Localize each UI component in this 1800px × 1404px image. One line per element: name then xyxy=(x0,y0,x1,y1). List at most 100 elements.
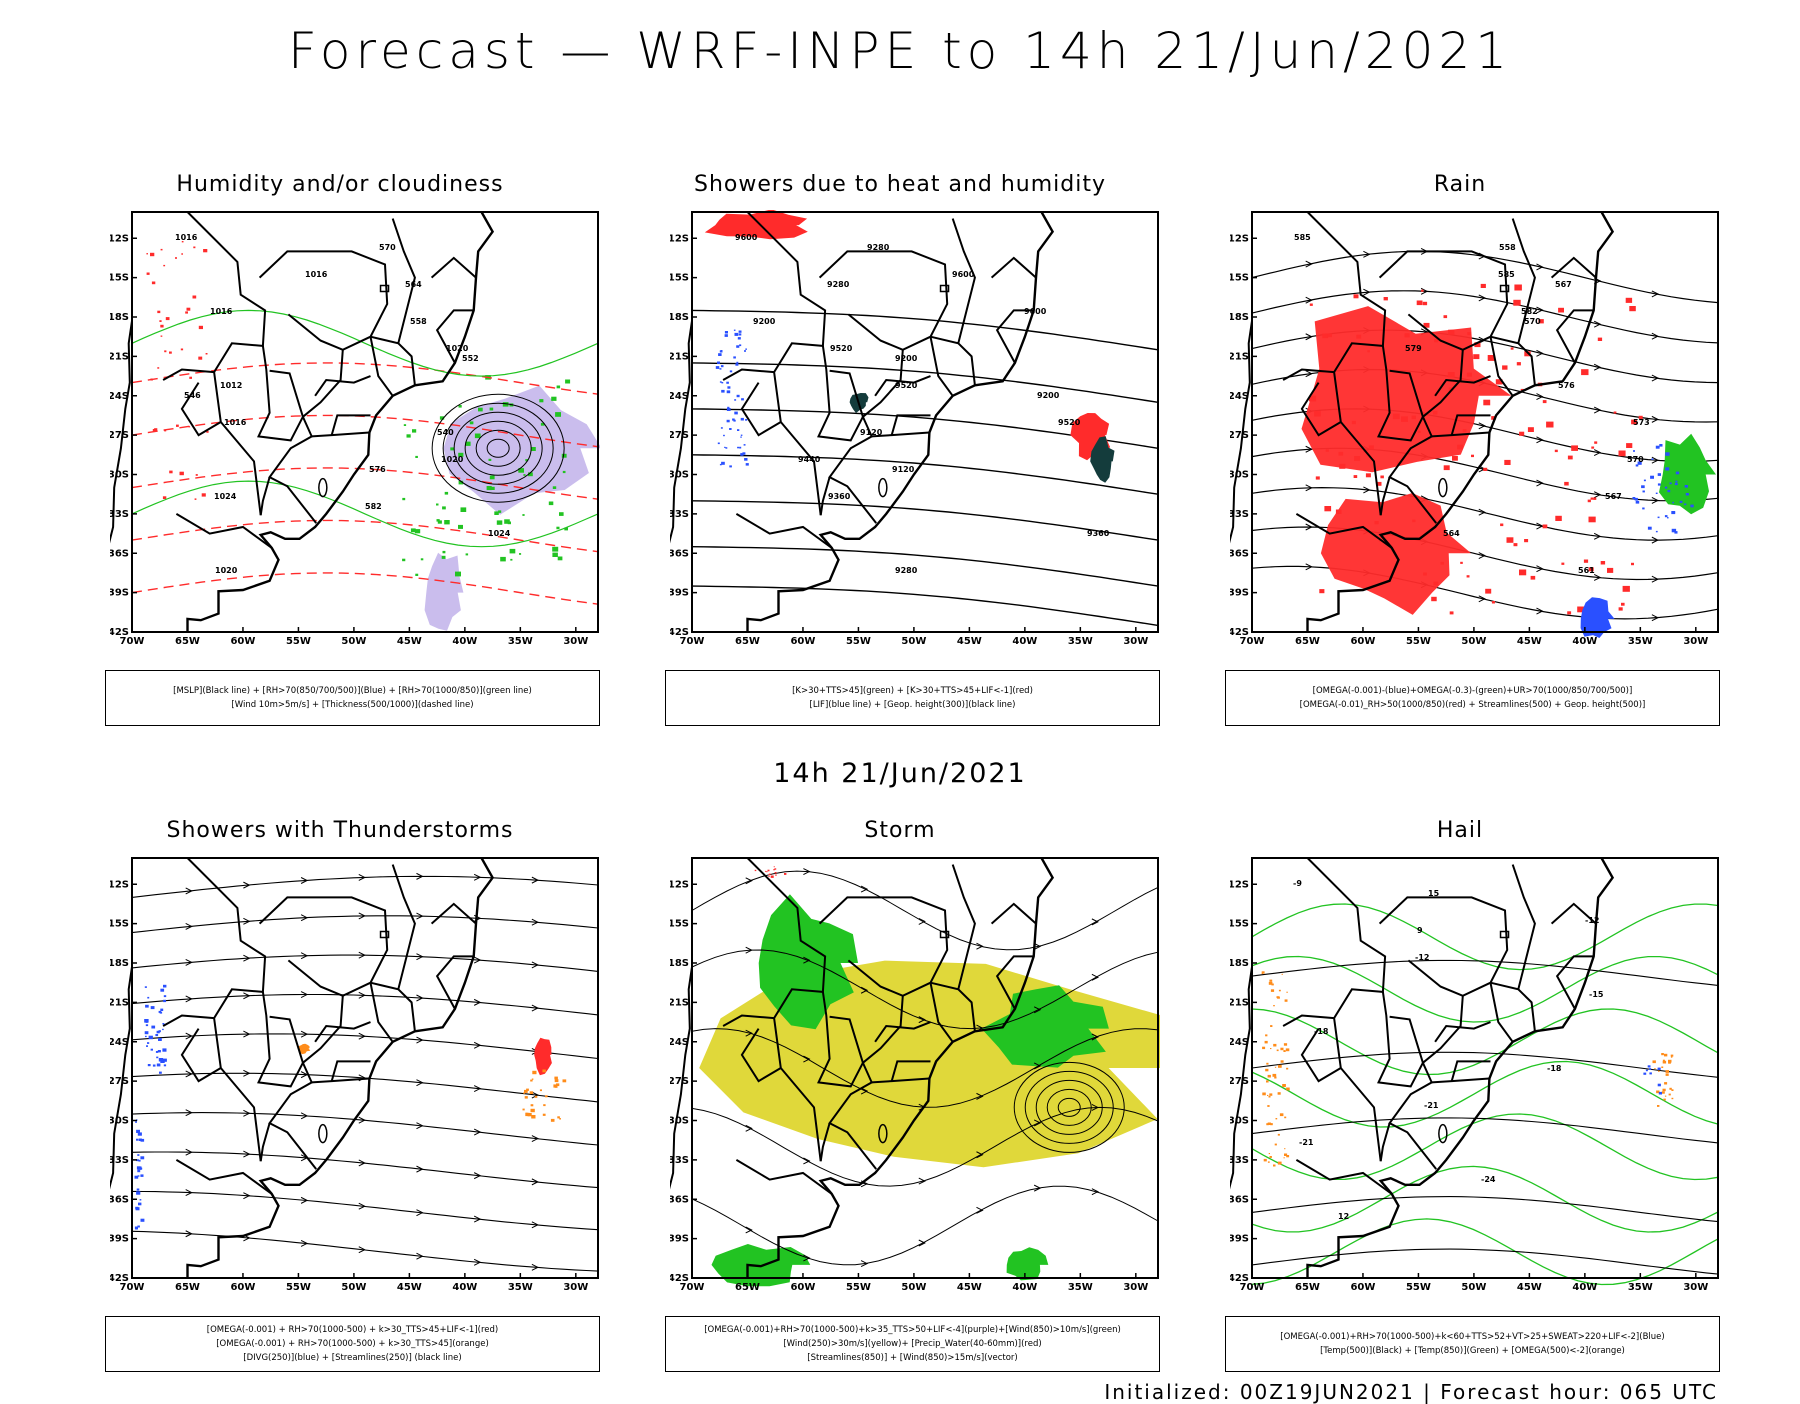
lon-tick-label: 45W xyxy=(397,1282,422,1293)
contour-label: 1016 xyxy=(175,233,198,242)
panel-thunderstorms: Showers with Thunderstorms 12S 15S 18S 21S 2… xyxy=(60,818,620,1372)
contour-label: 558 xyxy=(1499,243,1516,252)
contour-label: 570 xyxy=(1524,317,1541,326)
map-frame xyxy=(1251,857,1719,1279)
lat-tick-label: 12S xyxy=(110,879,129,890)
contour-label: 570 xyxy=(379,243,396,252)
lat-tick-label: 42S xyxy=(670,627,689,638)
lat-tick-label: 24S xyxy=(1230,1037,1249,1048)
divg-blue-speckle xyxy=(134,1119,145,1230)
basemap xyxy=(110,857,495,1278)
legend-line: [OMEGA(-0.001) + RH>70(1000-500) + k>30_… xyxy=(206,1325,499,1335)
contour-label: 9280 xyxy=(867,243,890,252)
panel-legend: [MSLP](Black line) + [RH>70(850/700/500)… xyxy=(105,670,600,726)
map-svg: -9 -12 -12 -15 -18 -18 -21 -21 -24 12 15 9 12S 15S 18S… xyxy=(1230,857,1719,1293)
lat-tick-label: 33S xyxy=(670,1155,689,1166)
contour-label: 9200 xyxy=(1037,391,1060,400)
lon-tick-label: 30W xyxy=(1683,636,1708,647)
omega-red-speckle xyxy=(1309,283,1643,615)
lon-tick-label: 65W xyxy=(175,636,200,647)
contour-label: -18 xyxy=(1314,1027,1329,1036)
legend-line: [DIVG(250)](blue) + [Streamlines(250)] (… xyxy=(243,1353,462,1363)
contour-label: 9280 xyxy=(895,566,918,575)
contour-label: -18 xyxy=(1547,1064,1562,1073)
contour-label: 9520 xyxy=(1058,418,1081,427)
lat-tick-label: 27S xyxy=(110,1076,129,1087)
contour-label: 1020 xyxy=(441,455,464,464)
lat-tick-label: 30S xyxy=(110,1116,129,1127)
legend-line: [OMEGA(-0.001)-(blue)+OMEGA(-0.3)-(green… xyxy=(1312,686,1633,696)
lat-tick-label: 12S xyxy=(670,879,689,890)
lon-tick-label: 45W xyxy=(1517,636,1542,647)
contour-label: 9120 xyxy=(860,428,883,437)
lat-tick-label: 18S xyxy=(110,312,129,323)
map-svg: 9600 9600 9600 9520 9520 9520 9440 9360 9360 9280… xyxy=(670,210,1159,647)
map-hail: -9 -12 -12 -15 -18 -18 -21 -21 -24 12 15 9 12S 15S 18S… xyxy=(1230,856,1720,1296)
lat-tick-label: 39S xyxy=(110,588,129,599)
lon-tick-label: 60W xyxy=(790,636,815,647)
lat-tick-label: 18S xyxy=(670,958,689,969)
rh-blue-area xyxy=(424,552,464,631)
contour-label: 585 xyxy=(1294,233,1311,242)
contour-label: 561 xyxy=(1578,566,1595,575)
lif-blue-speckle xyxy=(715,329,749,468)
lat-tick-label: 30S xyxy=(110,470,129,481)
map-frame xyxy=(131,211,599,633)
lon-tick-label: 65W xyxy=(735,1282,760,1293)
legend-line: [Wind 10m>5m/s] + [Thickness(500/1000)](… xyxy=(231,700,474,710)
lon-tick-label: 70W xyxy=(120,636,145,647)
lon-tick-label: 30W xyxy=(1683,1282,1708,1293)
contour-label: -21 xyxy=(1299,1138,1314,1147)
lon-tick-label: 55W xyxy=(846,1282,871,1293)
panel-title: Hail xyxy=(1436,818,1484,843)
lat-tick-label: 30S xyxy=(670,470,689,481)
lat-tick-label: 36S xyxy=(670,548,689,559)
contour-label: 576 xyxy=(369,465,386,474)
lat-tick-label: 42S xyxy=(1230,627,1249,638)
basemap xyxy=(670,857,1055,1278)
lon-tick-label: 40W xyxy=(1012,636,1037,647)
panel-legend: [K>30+TTS>45](green) + [K>30+TTS>45+LIF<… xyxy=(665,670,1160,726)
map-svg: 5855855825795765735705675645615585675701… xyxy=(1230,211,1719,647)
legend-line: [OMEGA(-0.01)_RH>50(1000/850)(red) + Str… xyxy=(1299,700,1646,710)
lon-tick-label: 65W xyxy=(175,1282,200,1293)
thunder-red-area xyxy=(534,1037,552,1076)
contour-label: 9200 xyxy=(753,317,776,326)
lon-tick-label: 60W xyxy=(230,636,255,647)
contour-label: 9 xyxy=(1417,926,1423,935)
lat-tick-label: 18S xyxy=(1230,958,1249,969)
lat-tick-label: 15S xyxy=(110,919,129,930)
panel-showers: Showers due to heat and humidity 9600 960… xyxy=(620,172,1180,726)
lon-tick-label: 35W xyxy=(1068,1282,1093,1293)
rh-green-speckle xyxy=(402,375,571,577)
lat-tick-label: 21S xyxy=(670,351,689,362)
lon-tick-label: 35W xyxy=(1628,636,1653,647)
legend-line: [OMEGA(-0.001) + RH>70(1000-500) + k>30_… xyxy=(216,1339,489,1349)
panel-legend: [OMEGA(-0.001)+RH>70(1000-500)+k>35_TTS>… xyxy=(665,1316,1160,1372)
lon-tick-label: 60W xyxy=(1350,636,1375,647)
lon-tick-label: 30W xyxy=(1123,1282,1148,1293)
legend-line: [Temp(500)](Black) + [Temp(850)](Green) … xyxy=(1320,1346,1625,1356)
lat-tick-label: 15S xyxy=(1230,919,1249,930)
lon-tick-label: 35W xyxy=(1068,636,1093,647)
valid-time-title: 14h 21/Jun/2021 xyxy=(773,758,1027,789)
footer-initialized: Initialized: 00Z19JUN2021 | Forecast hou… xyxy=(1104,1380,1718,1404)
lon-tick-label: 35W xyxy=(508,636,533,647)
lon-tick-label: 45W xyxy=(1517,1282,1542,1293)
lon-tick-label: 50W xyxy=(1461,1282,1486,1293)
contour-label: 1024 xyxy=(488,529,511,538)
lon-tick-label: 65W xyxy=(1295,636,1320,647)
legend-line: [OMEGA(-0.001)+RH>70(1000-500)+k<60+TTS>… xyxy=(1280,1332,1665,1342)
main-title: Forecast — WRF-INPE to 14h 21/Jun/2021 xyxy=(287,22,1513,80)
instability-green-area xyxy=(1090,436,1115,483)
thunder-orange-area xyxy=(298,1043,311,1055)
wind850-green-area xyxy=(758,894,858,1030)
lat-tick-label: 12S xyxy=(1230,233,1249,244)
lon-tick-label: 40W xyxy=(452,636,477,647)
panel-rain: Rain 585 585 582 579 576 573 570 567 564 561 558 56… xyxy=(1180,172,1740,726)
contour-label: 546 xyxy=(184,391,201,400)
